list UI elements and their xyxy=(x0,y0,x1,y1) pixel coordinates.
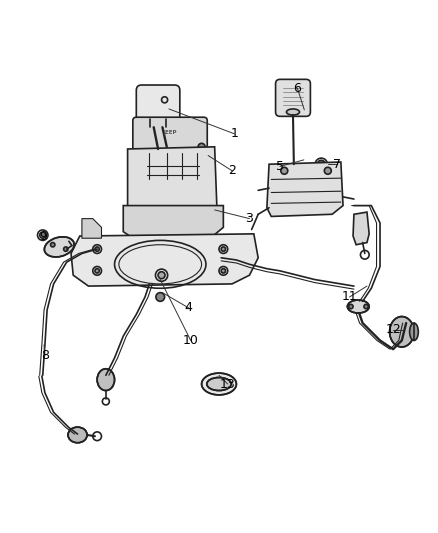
FancyBboxPatch shape xyxy=(276,79,311,116)
Text: 13: 13 xyxy=(220,377,236,391)
Ellipse shape xyxy=(364,304,368,309)
Text: 8: 8 xyxy=(41,349,49,362)
Ellipse shape xyxy=(97,369,115,391)
Polygon shape xyxy=(353,212,369,245)
Text: 3: 3 xyxy=(246,212,254,225)
Ellipse shape xyxy=(207,377,231,391)
Ellipse shape xyxy=(286,109,300,115)
Ellipse shape xyxy=(410,323,418,341)
Ellipse shape xyxy=(221,269,226,273)
Ellipse shape xyxy=(50,243,55,247)
Ellipse shape xyxy=(44,237,74,257)
Ellipse shape xyxy=(390,317,414,347)
Text: 12: 12 xyxy=(385,323,401,336)
FancyBboxPatch shape xyxy=(136,85,180,124)
Polygon shape xyxy=(82,219,102,238)
Ellipse shape xyxy=(156,293,165,301)
Text: 10: 10 xyxy=(183,334,199,347)
Text: 7: 7 xyxy=(332,158,340,171)
Polygon shape xyxy=(127,147,217,221)
Ellipse shape xyxy=(158,272,165,279)
Ellipse shape xyxy=(324,167,331,174)
Text: 2: 2 xyxy=(228,164,236,177)
Ellipse shape xyxy=(318,160,325,168)
Ellipse shape xyxy=(95,247,99,251)
Text: 6: 6 xyxy=(293,82,301,94)
Ellipse shape xyxy=(201,373,237,395)
Polygon shape xyxy=(71,234,258,286)
Ellipse shape xyxy=(221,247,226,251)
Text: 4: 4 xyxy=(184,301,192,314)
Ellipse shape xyxy=(95,269,99,273)
Polygon shape xyxy=(267,162,343,216)
Ellipse shape xyxy=(349,304,353,309)
Text: 9: 9 xyxy=(39,230,47,243)
Text: 1: 1 xyxy=(230,127,238,140)
Ellipse shape xyxy=(347,300,369,313)
Ellipse shape xyxy=(198,143,205,150)
Text: JEEP: JEEP xyxy=(163,130,177,135)
Text: 5: 5 xyxy=(276,160,284,173)
Ellipse shape xyxy=(281,167,288,174)
Ellipse shape xyxy=(68,427,87,443)
Text: 11: 11 xyxy=(342,290,357,303)
Polygon shape xyxy=(123,206,223,240)
Ellipse shape xyxy=(150,124,166,131)
FancyBboxPatch shape xyxy=(133,117,207,150)
Ellipse shape xyxy=(40,232,46,238)
Ellipse shape xyxy=(64,247,68,251)
